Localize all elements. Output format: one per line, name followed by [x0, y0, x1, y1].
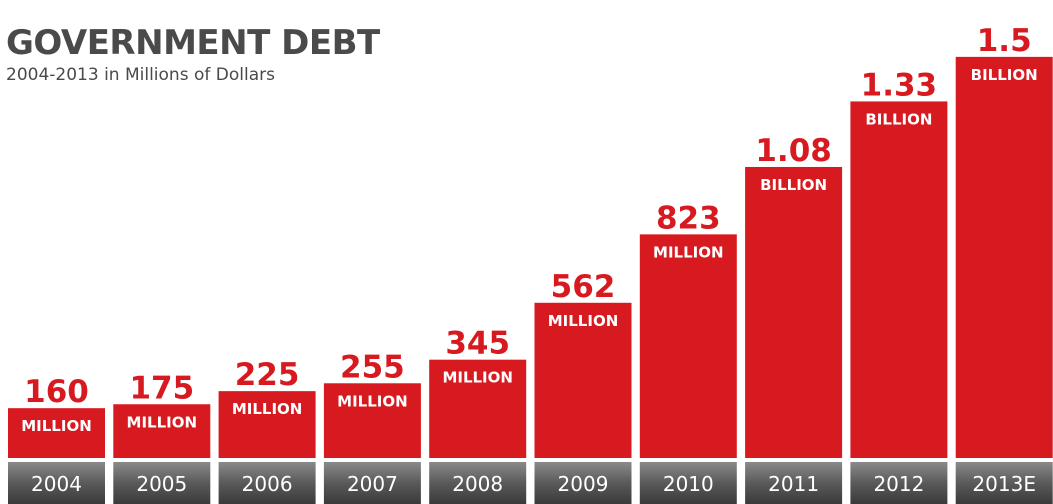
category-box [639, 462, 737, 504]
bar [8, 408, 105, 458]
bar [534, 302, 632, 458]
category-box [113, 462, 211, 504]
category-box [429, 462, 527, 504]
unit-label: MILLION [653, 243, 724, 261]
x-tick-label: 2008 [452, 472, 503, 496]
unit-label: MILLION [337, 392, 408, 410]
x-tick-label: 2012 [873, 472, 924, 496]
x-tick-label: 2009 [558, 472, 609, 496]
value-label: 225 [235, 357, 300, 393]
bar [639, 234, 737, 458]
category-box [745, 462, 843, 504]
unit-label: MILLION [548, 312, 619, 330]
value-label: 1.33 [861, 67, 938, 103]
bar [850, 101, 948, 458]
x-tick-label: 2010 [663, 472, 714, 496]
chart-subtitle: 2004-2013 in Millions of Dollars [6, 65, 275, 85]
chart-title: GOVERNMENT DEBT [6, 23, 381, 63]
bar [113, 404, 211, 458]
x-tick-label: 2005 [136, 472, 187, 496]
bar [745, 166, 843, 458]
x-tick-label: 2007 [347, 472, 398, 496]
value-label: 1.08 [755, 133, 832, 169]
value-label: 562 [551, 269, 616, 305]
unit-label: MILLION [232, 400, 303, 418]
x-tick-label: 2013E [972, 472, 1036, 496]
category-box [850, 462, 948, 504]
bar [955, 56, 1053, 458]
unit-label: BILLION [760, 176, 827, 194]
x-tick-label: 2004 [31, 472, 82, 496]
category-box [955, 462, 1053, 504]
bar [218, 391, 316, 458]
unit-label: BILLION [971, 66, 1038, 84]
unit-label: MILLION [21, 417, 92, 435]
x-tick-label: 2011 [768, 472, 819, 496]
category-box [323, 462, 421, 504]
unit-label: BILLION [865, 110, 932, 128]
value-label: 1.5 [977, 23, 1032, 59]
unit-label: MILLION [127, 413, 198, 431]
value-label: 160 [24, 374, 89, 410]
x-tick-label: 2006 [242, 472, 293, 496]
bar [429, 359, 527, 458]
value-label: 255 [340, 349, 405, 385]
value-label: 345 [445, 326, 510, 362]
value-label: 175 [129, 370, 194, 406]
category-box [218, 462, 316, 504]
unit-label: MILLION [442, 369, 513, 387]
value-label: 823 [656, 200, 721, 236]
category-box [534, 462, 632, 504]
category-box [8, 462, 105, 504]
bar [323, 383, 421, 458]
